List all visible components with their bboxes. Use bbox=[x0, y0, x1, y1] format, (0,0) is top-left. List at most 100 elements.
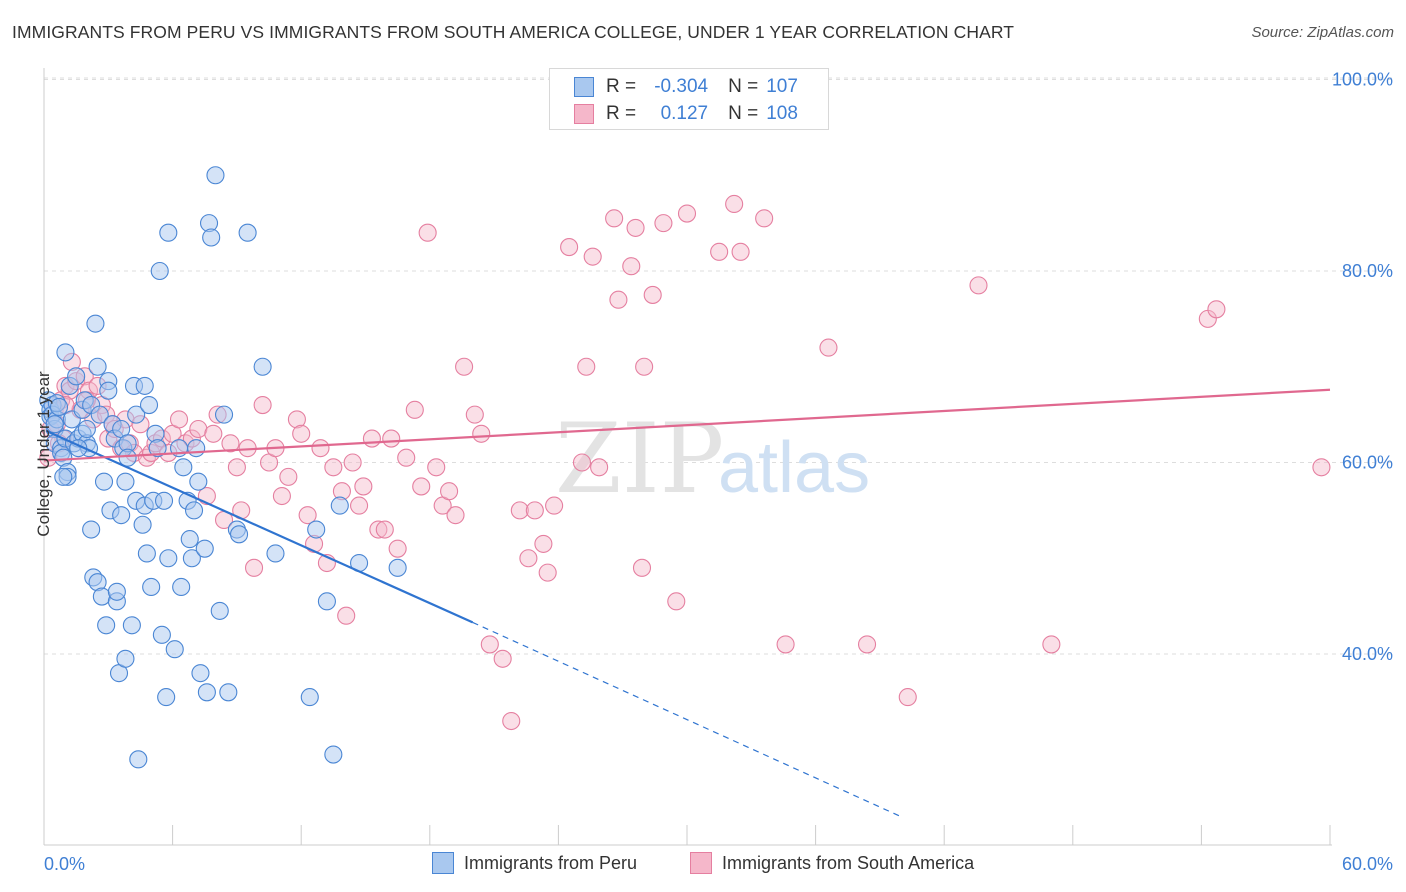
legend-bottom-label-south-america: Immigrants from South America bbox=[722, 852, 975, 873]
data-point-peru bbox=[97, 616, 116, 635]
data-point-south-america bbox=[819, 338, 838, 357]
data-point-peru bbox=[388, 558, 407, 577]
data-point-peru bbox=[165, 640, 184, 659]
data-point-south-america bbox=[502, 711, 521, 731]
data-point-peru bbox=[56, 343, 75, 362]
data-point-south-america bbox=[418, 223, 437, 242]
legend-r-value: 0.127 bbox=[660, 103, 709, 124]
data-point-peru bbox=[189, 472, 208, 491]
trend-line-peru-extension bbox=[472, 621, 902, 818]
data-point-peru bbox=[172, 577, 191, 597]
data-point-peru bbox=[92, 587, 111, 606]
legend-r-value: -0.304 bbox=[654, 76, 709, 97]
chart-title: IMMIGRANTS FROM PERU VS IMMIGRANTS FROM … bbox=[12, 22, 1015, 42]
data-point-peru bbox=[187, 439, 206, 458]
data-point-south-america bbox=[969, 276, 988, 295]
x-tick-label: 0.0% bbox=[44, 854, 85, 874]
legend-bottom-peru[interactable]: Immigrants from Peru bbox=[432, 852, 637, 874]
data-point-south-america bbox=[169, 410, 189, 429]
legend-swatch-south-america bbox=[574, 104, 594, 124]
data-point-south-america bbox=[405, 400, 424, 419]
source-credit: Source: ZipAtlas.com bbox=[1251, 24, 1394, 41]
data-point-south-america bbox=[337, 606, 356, 625]
data-point-south-america bbox=[279, 467, 298, 486]
data-point-south-america bbox=[605, 209, 624, 228]
legend-bottom-south-america[interactable]: Immigrants from South America bbox=[690, 852, 974, 874]
data-point-peru bbox=[107, 582, 126, 601]
y-tick-label: 100.0% bbox=[1332, 70, 1393, 90]
data-point-peru bbox=[122, 616, 141, 635]
data-point-south-america bbox=[298, 506, 317, 525]
data-point-south-america bbox=[382, 429, 401, 448]
data-point-south-america bbox=[590, 458, 609, 477]
data-point-south-america bbox=[253, 395, 272, 415]
data-point-peru bbox=[229, 525, 249, 544]
data-point-peru bbox=[127, 405, 146, 424]
data-point-peru bbox=[182, 549, 201, 568]
data-point-south-america bbox=[465, 405, 484, 424]
y-tick-label: 40.0% bbox=[1342, 644, 1393, 664]
data-point-south-america bbox=[710, 242, 729, 261]
data-point-peru bbox=[94, 472, 114, 491]
data-point-peru bbox=[82, 520, 101, 539]
data-point-peru bbox=[197, 683, 216, 702]
data-point-south-america bbox=[525, 501, 544, 520]
data-point-south-america bbox=[510, 501, 529, 520]
legend-bottom-label-peru: Immigrants from Peru bbox=[464, 852, 638, 873]
data-point-peru bbox=[214, 405, 234, 424]
data-point-south-america bbox=[272, 486, 291, 506]
data-point-south-america bbox=[388, 539, 407, 558]
data-point-peru bbox=[45, 415, 64, 434]
data-point-peru bbox=[191, 664, 210, 683]
data-point-south-america bbox=[324, 458, 343, 477]
data-point-south-america bbox=[446, 506, 465, 525]
data-point-south-america bbox=[354, 477, 373, 496]
data-point-south-america bbox=[545, 496, 564, 515]
data-point-peru bbox=[86, 314, 105, 333]
x-tick-label: 60.0% bbox=[1342, 854, 1393, 874]
data-point-south-america bbox=[534, 534, 553, 553]
data-point-peru bbox=[77, 419, 96, 439]
data-point-peru bbox=[317, 592, 336, 611]
data-point-south-america bbox=[221, 434, 240, 453]
y-tick-labels: 40.0% 60.0% 80.0% 100.0% bbox=[1332, 70, 1393, 665]
data-point-peru bbox=[137, 544, 156, 563]
data-point-peru bbox=[238, 223, 257, 242]
data-point-south-america bbox=[898, 688, 917, 707]
legend-row-peru[interactable]: R = -0.304 N = 107 bbox=[574, 75, 798, 99]
data-point-south-america bbox=[472, 424, 491, 443]
data-point-south-america bbox=[609, 290, 628, 309]
data-point-peru bbox=[133, 515, 152, 534]
data-point-south-america bbox=[538, 563, 557, 582]
data-point-south-america bbox=[1207, 300, 1226, 319]
data-point-south-america bbox=[725, 194, 744, 214]
data-point-south-america bbox=[1312, 458, 1331, 477]
data-point-peru bbox=[49, 397, 69, 417]
data-point-south-america bbox=[369, 520, 388, 539]
data-point-south-america bbox=[654, 214, 673, 233]
data-point-south-america bbox=[572, 453, 592, 472]
data-point-south-america bbox=[292, 424, 311, 443]
data-point-south-america bbox=[412, 477, 431, 496]
legend-row-south-america[interactable]: R = 0.127 N = 108 bbox=[574, 102, 798, 126]
data-point-south-america bbox=[519, 549, 538, 568]
legend-bottom: Immigrants from Peru Immigrants from Sou… bbox=[0, 852, 1406, 880]
data-point-peru bbox=[210, 601, 229, 620]
legend-bottom-swatch-south-america bbox=[690, 852, 712, 874]
data-point-south-america bbox=[287, 410, 306, 429]
data-point-peru bbox=[116, 649, 135, 668]
data-point-south-america bbox=[397, 448, 416, 467]
data-point-peru bbox=[88, 357, 107, 376]
data-point-peru bbox=[99, 381, 118, 400]
data-point-peru bbox=[324, 745, 343, 764]
watermark-atlas: atlas bbox=[718, 428, 870, 508]
x-tick-labels: 0.0% 60.0% bbox=[44, 854, 1393, 874]
legend-n-label: N = bbox=[728, 76, 759, 97]
data-point-south-america bbox=[244, 558, 264, 577]
data-point-south-america bbox=[493, 649, 512, 668]
data-point-south-america bbox=[632, 558, 652, 577]
trend-line-south-america bbox=[43, 388, 1331, 462]
series-peru-points bbox=[39, 166, 407, 769]
trend-lines bbox=[43, 388, 1331, 818]
